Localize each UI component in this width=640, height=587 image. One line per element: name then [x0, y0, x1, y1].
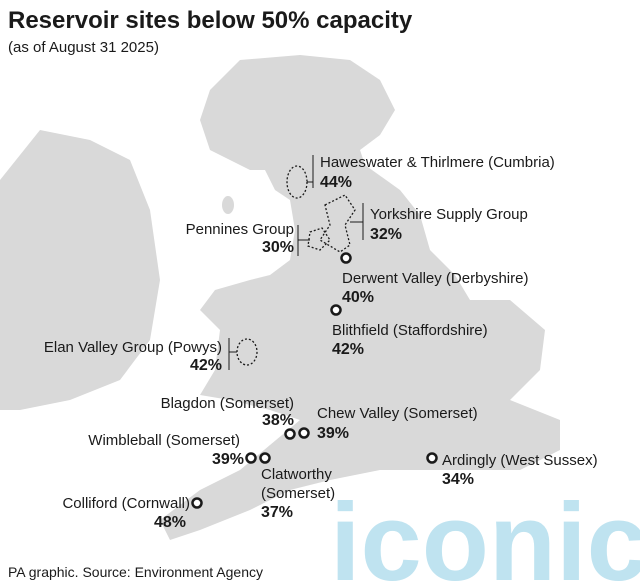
site-percent: 32%: [370, 226, 402, 243]
leader: [228, 338, 237, 370]
site-name: Blithfield (Staffordshire): [332, 322, 488, 339]
site: [259, 452, 271, 464]
site-percent: 44%: [320, 174, 352, 191]
site-name: (Somerset): [261, 485, 335, 502]
site: [245, 452, 257, 464]
site-percent: 38%: [262, 412, 294, 429]
site-percent: 48%: [154, 514, 186, 531]
site-percent: 30%: [262, 239, 294, 256]
site: [284, 428, 296, 440]
isle-of-man: [222, 196, 234, 214]
zone: [307, 227, 331, 251]
site-name: Blagdon (Somerset): [161, 395, 294, 412]
zone: [319, 194, 356, 253]
site-percent: 39%: [317, 425, 349, 442]
site-name: Derwent Valley (Derbyshire): [342, 270, 528, 287]
site-name: Yorkshire Supply Group: [370, 206, 528, 223]
site-name: Pennines Group: [186, 221, 294, 238]
site: [298, 427, 310, 439]
site: [340, 252, 352, 264]
reservoir-markers: [191, 155, 438, 509]
leader: [307, 155, 314, 188]
source: PA graphic. Source: Environment Agency: [8, 564, 263, 580]
leader: [350, 203, 364, 240]
site-percent: 42%: [190, 357, 222, 374]
site-percent: 39%: [212, 451, 244, 468]
site-name: Clatworthy: [261, 466, 332, 483]
site-name: Wimbleball (Somerset): [88, 432, 240, 449]
site-name: Chew Valley (Somerset): [317, 405, 478, 422]
watermark: iconic: [330, 481, 640, 587]
site-name: Colliford (Cornwall): [62, 495, 190, 512]
site-percent: 42%: [332, 341, 364, 358]
title: Reservoir sites below 50% capacity: [8, 7, 413, 34]
site: [426, 452, 438, 464]
leader: [297, 225, 310, 256]
site-name: Elan Valley Group (Powys): [44, 339, 222, 356]
site-name: Haweswater & Thirlmere (Cumbria): [320, 154, 555, 171]
ireland: [0, 130, 160, 410]
site: [330, 304, 342, 316]
site-percent: 37%: [261, 504, 293, 521]
site-percent: 40%: [342, 289, 374, 306]
great-britain: [160, 55, 560, 540]
site: [191, 497, 203, 509]
site-percent: 34%: [442, 471, 474, 488]
site-name: Ardingly (West Sussex): [442, 452, 598, 469]
subtitle: (as of August 31 2025): [8, 39, 159, 56]
